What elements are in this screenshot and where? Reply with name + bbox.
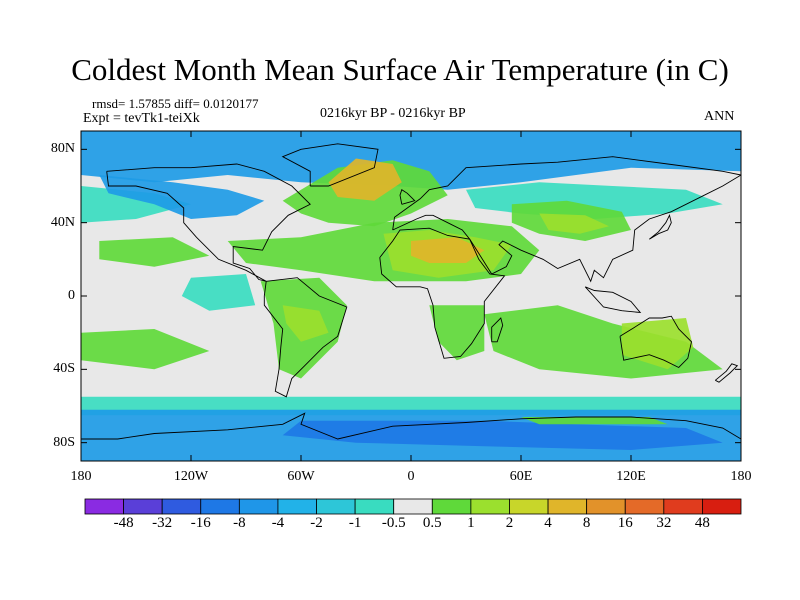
colorbar-box — [123, 498, 163, 515]
experiment-label: Expt = tevTk1-teiXk — [83, 111, 200, 126]
colorbar-box — [624, 498, 665, 515]
australia-coast — [619, 315, 692, 369]
north-america-coast — [106, 163, 311, 282]
map-title: Coldest Month Mean Surface Air Temperatu… — [71, 52, 729, 87]
sahara-orange — [411, 237, 485, 263]
lat-tick-label: 0 — [68, 288, 75, 303]
pacific-green-belt — [99, 237, 210, 267]
south-pacific-green — [81, 329, 210, 370]
lon-tick-label: 0 — [407, 469, 415, 484]
colorbar-label: -4 — [271, 515, 285, 531]
arctic-band — [81, 131, 741, 190]
greenland-coast — [281, 143, 379, 187]
axis-ticks — [80, 131, 742, 461]
north-atlantic-warm — [328, 158, 402, 201]
south-america-yellow — [282, 305, 329, 342]
coastlines — [81, 143, 741, 440]
lat-tick-label: 80N — [50, 141, 75, 157]
africa-south-green — [429, 305, 485, 361]
colorbar-label: 2 — [505, 515, 514, 531]
rmsd-stats: rmsd= 1.57855 diff= 0.0120177 — [92, 96, 259, 111]
south-america-coast — [263, 277, 348, 398]
east-pacific-cyan — [181, 274, 256, 311]
colorbar-box — [431, 498, 472, 515]
colorbar-box — [161, 498, 202, 515]
japan-coast — [649, 213, 672, 240]
antarctic-green-strip — [521, 417, 668, 425]
colorbar-label: 0.5 — [422, 515, 442, 531]
lat-tick-label: 40S — [53, 361, 75, 377]
lat-tick-label: 40N — [50, 214, 75, 230]
period-label: 0216kyr BP - 0216kyr BP — [320, 106, 466, 121]
colorbar-box — [277, 498, 317, 515]
antarctica-coast — [81, 412, 741, 440]
north-america-cold — [99, 175, 265, 219]
colorbar-label: -2 — [310, 515, 323, 531]
lon-tick-label: 60E — [509, 469, 533, 484]
colorbar-label: 1 — [467, 515, 475, 531]
colorbar-label: 16 — [617, 515, 633, 531]
madagascar-coast — [491, 317, 504, 343]
colorbar-box — [393, 498, 433, 515]
lon-tick-label: 180 — [730, 469, 752, 484]
lon-tick-label: 120W — [173, 469, 209, 484]
indonesia-coast — [584, 286, 642, 314]
colorbar-label: -48 — [113, 515, 134, 531]
lon-tick-label: 60W — [287, 469, 315, 484]
antarctic-deep — [282, 420, 723, 450]
new-zealand-coast — [715, 363, 739, 383]
colorbar — [84, 498, 742, 515]
uk-coast — [399, 189, 416, 205]
africa-coast — [379, 227, 506, 359]
colorbar-box — [586, 498, 626, 515]
colorbar-box — [470, 498, 510, 515]
colorbar-box — [238, 498, 279, 515]
colorbar-label: -0.5 — [381, 515, 406, 531]
colorbar-box — [702, 498, 742, 515]
colorbar-box — [509, 498, 549, 515]
colorbar-label: -32 — [152, 515, 173, 531]
colorbar-box — [354, 498, 395, 515]
colorbar-box — [663, 498, 703, 515]
colorbar-label: -1 — [348, 515, 362, 531]
colorbar-label: -8 — [233, 515, 246, 531]
colorbar-label: 4 — [544, 515, 552, 531]
colorbar-box — [547, 498, 588, 515]
asia-yellow — [539, 213, 609, 234]
colorbar-label: 32 — [656, 515, 672, 531]
season-label: ANN — [704, 109, 735, 124]
temperature-field — [81, 131, 741, 461]
colorbar-label: 48 — [694, 515, 710, 531]
colorbar-box — [316, 498, 356, 515]
colorbar-label: -16 — [190, 515, 211, 531]
north-pacific-band — [81, 186, 191, 223]
lon-tick-label: 120E — [616, 469, 646, 484]
lon-tick-label: 180 — [70, 469, 92, 484]
colorbar-box — [84, 498, 124, 515]
lat-tick-label: 80S — [53, 434, 75, 450]
europe-asia-coast — [392, 156, 741, 283]
map-body — [80, 130, 742, 462]
colorbar-label: 8 — [582, 515, 591, 531]
colorbar-box — [200, 498, 240, 515]
